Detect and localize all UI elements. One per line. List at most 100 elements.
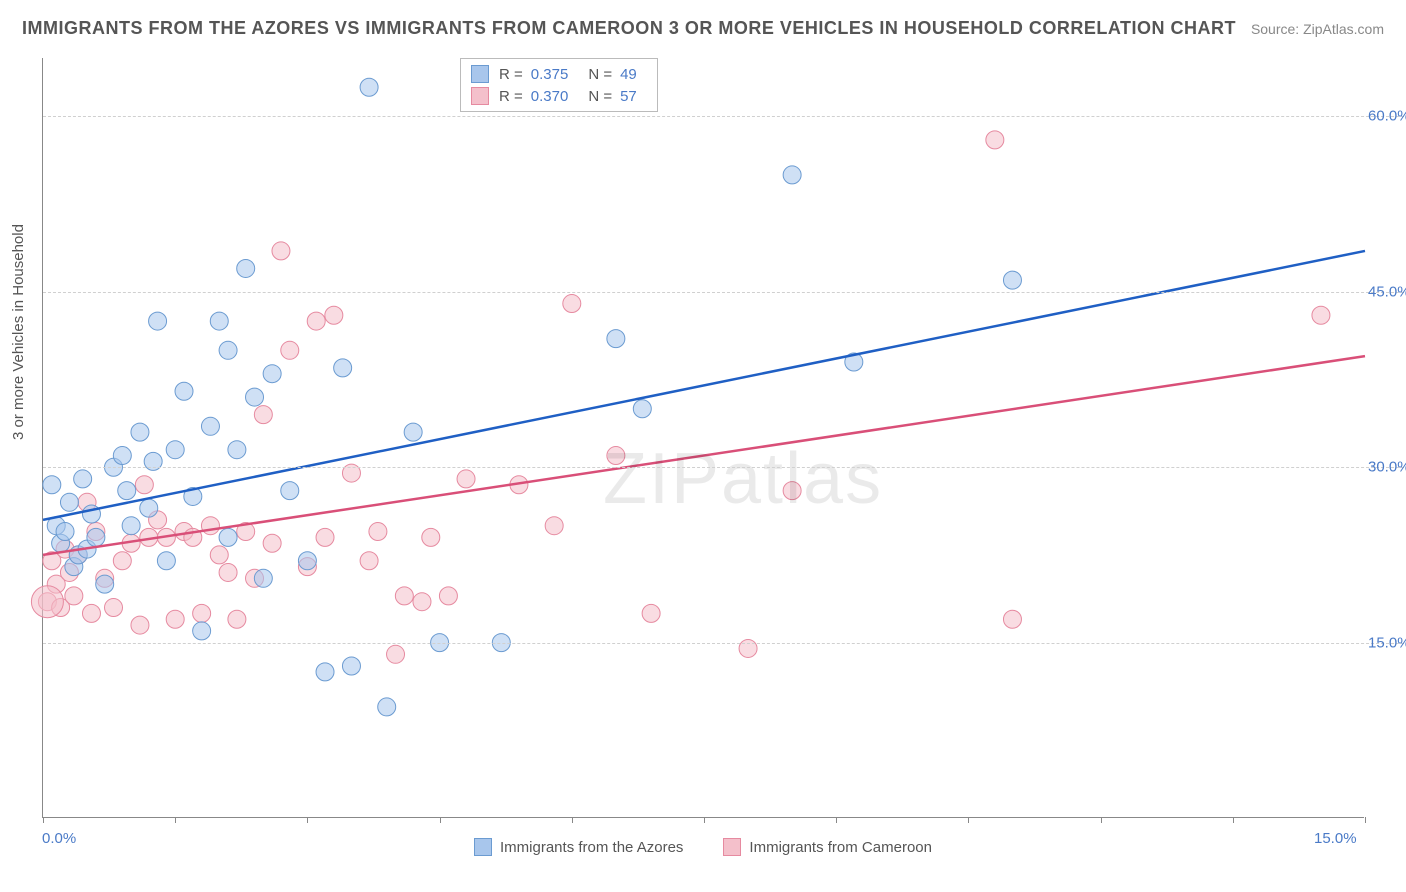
n-label: N =	[588, 88, 612, 105]
data-point	[254, 569, 272, 587]
x-tick	[836, 817, 837, 823]
data-point	[31, 586, 63, 618]
data-point	[783, 166, 801, 184]
y-tick-label: 15.0%	[1368, 634, 1406, 651]
legend-item: Immigrants from Cameroon	[723, 838, 932, 856]
legend-label: Immigrants from Cameroon	[749, 839, 932, 856]
data-point	[307, 312, 325, 330]
data-point	[395, 587, 413, 605]
data-point	[633, 400, 651, 418]
correlation-legend: R = 0.375 N = 49 R = 0.370 N = 57	[460, 58, 658, 112]
data-point	[135, 476, 153, 494]
n-label: N =	[588, 66, 612, 83]
data-point	[422, 528, 440, 546]
data-point	[166, 441, 184, 459]
x-tick-label: 15.0%	[1314, 830, 1357, 847]
data-point	[74, 470, 92, 488]
data-point	[360, 552, 378, 570]
data-point	[219, 528, 237, 546]
data-point	[263, 365, 281, 383]
x-tick	[1101, 817, 1102, 823]
data-point	[122, 517, 140, 535]
y-tick-label: 45.0%	[1368, 283, 1406, 300]
grid-line	[43, 292, 1404, 293]
data-point	[228, 610, 246, 628]
data-point	[43, 476, 61, 494]
data-point	[1312, 306, 1330, 324]
data-point	[210, 312, 228, 330]
x-tick	[968, 817, 969, 823]
data-point	[404, 423, 422, 441]
data-point	[316, 528, 334, 546]
legend-label: Immigrants from the Azores	[500, 839, 683, 856]
data-point	[193, 604, 211, 622]
r-value: 0.370	[531, 88, 569, 105]
data-point	[545, 517, 563, 535]
data-point	[607, 447, 625, 465]
data-point	[642, 604, 660, 622]
data-point	[607, 330, 625, 348]
data-point	[263, 534, 281, 552]
data-point	[563, 295, 581, 313]
data-point	[193, 622, 211, 640]
data-point	[56, 523, 74, 541]
data-point	[210, 546, 228, 564]
data-point	[237, 259, 255, 277]
legend-row: R = 0.370 N = 57	[471, 85, 647, 107]
data-point	[82, 604, 100, 622]
data-point	[1003, 610, 1021, 628]
x-tick	[572, 817, 573, 823]
x-tick	[440, 817, 441, 823]
data-point	[387, 645, 405, 663]
data-point	[281, 482, 299, 500]
x-tick	[307, 817, 308, 823]
data-point	[140, 499, 158, 517]
grid-line	[43, 116, 1404, 117]
data-point	[439, 587, 457, 605]
data-point	[105, 599, 123, 617]
legend-swatch	[471, 65, 489, 83]
x-tick-label: 0.0%	[42, 830, 76, 847]
data-point	[118, 482, 136, 500]
data-point	[254, 406, 272, 424]
data-point	[457, 470, 475, 488]
data-point	[342, 657, 360, 675]
data-point	[316, 663, 334, 681]
x-tick	[1365, 817, 1366, 823]
data-point	[334, 359, 352, 377]
legend-swatch	[471, 87, 489, 105]
r-label: R =	[499, 88, 523, 105]
data-point	[166, 610, 184, 628]
data-point	[986, 131, 1004, 149]
x-tick	[175, 817, 176, 823]
n-value: 49	[620, 66, 637, 83]
n-value: 57	[620, 88, 637, 105]
grid-line	[43, 643, 1404, 644]
data-point	[60, 493, 78, 511]
data-point	[325, 306, 343, 324]
grid-line	[43, 467, 1404, 468]
data-point	[783, 482, 801, 500]
data-point	[378, 698, 396, 716]
data-point	[201, 417, 219, 435]
data-point	[201, 517, 219, 535]
data-point	[413, 593, 431, 611]
legend-item: Immigrants from the Azores	[474, 838, 683, 856]
chart-svg	[43, 58, 1364, 817]
r-value: 0.375	[531, 66, 569, 83]
source-attribution: Source: ZipAtlas.com	[1251, 21, 1384, 37]
legend-swatch	[474, 838, 492, 856]
series-legend: Immigrants from the Azores Immigrants fro…	[0, 838, 1406, 856]
data-point	[281, 341, 299, 359]
data-point	[228, 441, 246, 459]
y-tick-label: 60.0%	[1368, 108, 1406, 125]
data-point	[113, 552, 131, 570]
data-point	[96, 575, 114, 593]
data-point	[149, 312, 167, 330]
data-point	[298, 552, 316, 570]
data-point	[113, 447, 131, 465]
x-tick	[43, 817, 44, 823]
legend-swatch	[723, 838, 741, 856]
plot-area: ZIPatlas 15.0%30.0%45.0%60.0%	[42, 58, 1364, 818]
data-point	[175, 382, 193, 400]
